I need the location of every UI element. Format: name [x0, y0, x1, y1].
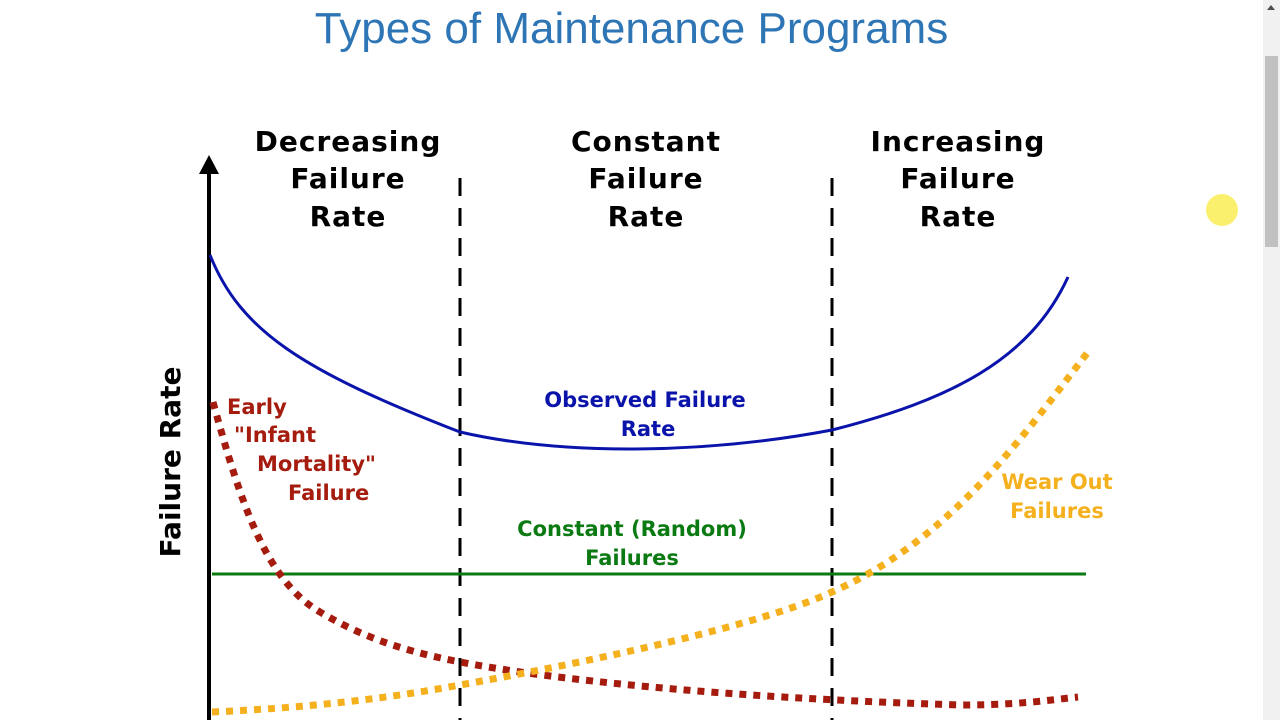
label-line: Mortality": [257, 452, 376, 476]
region-header-increasing: Increasing Failure Rate: [871, 125, 1046, 233]
label-line: Rate: [621, 417, 676, 441]
label-line: Failures: [585, 546, 679, 570]
header-line: Constant: [571, 125, 721, 158]
cursor-highlight-icon: [1206, 194, 1238, 226]
observed-label: Observed Failure Rate: [544, 388, 746, 441]
label-line: Observed Failure: [544, 388, 746, 412]
header-line: Increasing: [871, 125, 1046, 158]
label-line: Early: [227, 395, 287, 419]
infant-label: Early "Infant Mortality" Failure: [227, 395, 376, 505]
header-line: Failure: [588, 162, 703, 195]
region-header-constant: Constant Failure Rate: [571, 125, 721, 233]
header-line: Decreasing: [255, 125, 442, 158]
observed-failure-rate-curve: [208, 254, 1070, 451]
label-line: Wear Out: [1001, 470, 1112, 494]
y-axis-label: Failure Rate: [154, 367, 187, 558]
y-axis-arrow-icon: [199, 155, 219, 174]
header-line: Rate: [310, 200, 387, 233]
region-header-decreasing: Decreasing Failure Rate: [255, 125, 442, 233]
wearout-label: Wear Out Failures: [1001, 470, 1112, 523]
label-line: Failures: [1010, 499, 1104, 523]
scrollbar-thumb[interactable]: [1265, 56, 1278, 247]
label-line: Failure: [288, 481, 369, 505]
scroll-up-arrow-icon[interactable]: [1267, 5, 1275, 10]
page-title: Types of Maintenance Programs: [314, 4, 949, 53]
vertical-scrollbar[interactable]: [1263, 0, 1280, 720]
wear-out-curve: [211, 349, 1091, 716]
header-line: Rate: [920, 200, 997, 233]
header-line: Rate: [608, 200, 685, 233]
label-line: "Infant: [234, 423, 316, 447]
header-line: Failure: [290, 162, 405, 195]
random-label: Constant (Random) Failures: [517, 517, 747, 570]
label-line: Constant (Random): [517, 517, 747, 541]
header-line: Failure: [900, 162, 1015, 195]
